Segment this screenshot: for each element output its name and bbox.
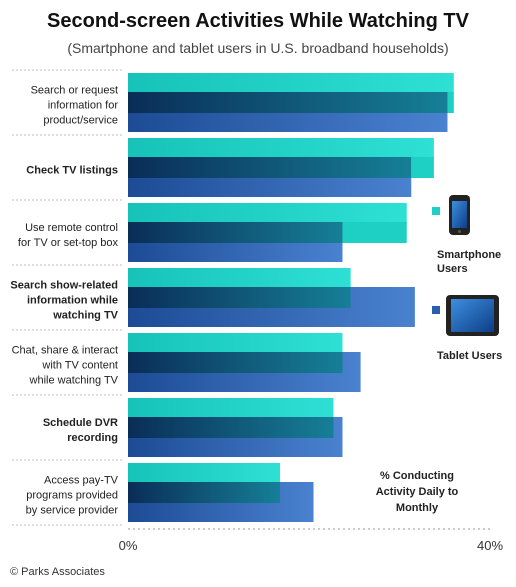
category-label-6-line-0: Access pay-TV [44,475,119,487]
axis-note-line-2: Activity Daily to [376,486,459,498]
category-label-5-line-1: recording [67,432,118,444]
x-tick-label-0: 0% [119,538,138,553]
bar-overlap-1 [128,157,412,178]
bar-smartphone-extension-2 [342,222,407,243]
category-label-3-line-1: information while [27,295,118,307]
category-label-4-line-2: while watching TV [29,375,119,387]
source-credit: © Parks Associates [10,566,105,578]
bar-overlap-6 [128,482,281,503]
category-label-3-line-0: Search show-related [10,280,118,292]
bar-overlap-3 [128,287,351,308]
bar-overlap-0 [128,92,448,113]
bars-group [128,73,454,522]
legend-swatch-tablet [432,306,440,314]
axis-note-line-1: % Conducting [380,470,454,482]
category-label-1-line-0: Check TV listings [26,165,118,177]
bar-smartphone-3 [128,268,351,289]
category-label-3-line-2: watching TV [52,310,118,322]
category-labels: Search or request information for product/… [10,85,118,517]
chart-title: Second-screen Activities While Watching … [47,10,469,32]
bar-smartphone-2 [128,203,407,224]
bar-overlap-2 [128,222,343,243]
category-label-2-line-0: Use remote control [25,222,118,234]
legend-label-tablet: Tablet Users [437,350,502,362]
axis-note-line-3: Monthly [396,502,439,514]
category-label-4-line-1: with TV content [41,360,118,372]
bar-smartphone-4 [128,333,343,354]
category-label-0-line-1: information for [48,100,119,112]
bar-smartphone-extension-0 [447,92,454,113]
bar-overlap-4 [128,352,343,373]
bar-smartphone-extension-1 [411,157,434,178]
legend-label-smartphone-1: Smartphone [437,249,501,261]
category-label-0-line-2: product/service [43,115,118,127]
bar-smartphone-6 [128,463,281,484]
chart-subtitle: (Smartphone and tablet users in U.S. bro… [67,40,449,56]
category-label-2-line-1: for TV or set-top box [18,237,119,249]
tablet-icon [446,295,499,336]
x-tick-label-40: 40% [477,538,503,553]
bar-smartphone-5 [128,398,334,419]
legend-swatch-smartphone [432,207,440,215]
category-label-5-line-0: Schedule DVR [43,417,118,429]
category-dividers [12,69,124,526]
bar-overlap-5 [128,417,334,438]
bar-smartphone-0 [128,73,454,94]
bar-smartphone-1 [128,138,434,159]
category-label-6-line-1: programs provided [26,490,118,502]
category-label-0-line-0: Search or request [31,85,118,97]
category-label-4-line-0: Chat, share & interact [12,345,118,357]
category-label-6-line-2: by service provider [26,505,119,517]
smartphone-icon [449,195,470,235]
legend-label-smartphone-2: Users [437,263,468,275]
